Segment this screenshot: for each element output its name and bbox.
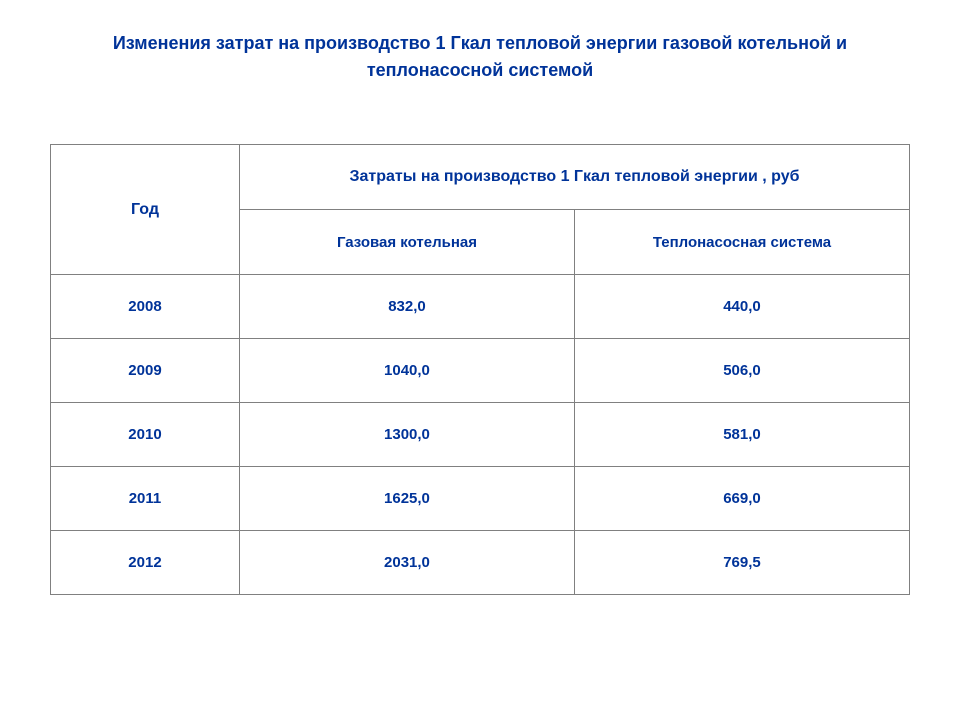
- page-title: Изменения затрат на производство 1 Гкал …: [50, 30, 910, 84]
- cell-pump: 669,0: [574, 467, 909, 531]
- cell-gas: 1040,0: [239, 339, 574, 403]
- table-row: 2012 2031,0 769,5: [51, 531, 910, 595]
- cell-pump: 440,0: [574, 275, 909, 339]
- table-row: 2011 1625,0 669,0: [51, 467, 910, 531]
- header-year: Год: [51, 145, 240, 275]
- cell-year: 2009: [51, 339, 240, 403]
- subheader-pump: Теплонасосная система: [574, 210, 909, 275]
- table-row: 2009 1040,0 506,0: [51, 339, 910, 403]
- cell-year: 2011: [51, 467, 240, 531]
- cell-gas: 1300,0: [239, 403, 574, 467]
- cost-table: Год Затраты на производство 1 Гкал тепло…: [50, 144, 910, 595]
- cell-year: 2012: [51, 531, 240, 595]
- cell-gas: 832,0: [239, 275, 574, 339]
- cell-pump: 769,5: [574, 531, 909, 595]
- cell-gas: 1625,0: [239, 467, 574, 531]
- table-row: 2010 1300,0 581,0: [51, 403, 910, 467]
- cell-pump: 506,0: [574, 339, 909, 403]
- cell-year: 2010: [51, 403, 240, 467]
- cell-pump: 581,0: [574, 403, 909, 467]
- cell-gas: 2031,0: [239, 531, 574, 595]
- cell-year: 2008: [51, 275, 240, 339]
- table-row: 2008 832,0 440,0: [51, 275, 910, 339]
- header-cost: Затраты на производство 1 Гкал тепловой …: [239, 145, 909, 210]
- subheader-gas: Газовая котельная: [239, 210, 574, 275]
